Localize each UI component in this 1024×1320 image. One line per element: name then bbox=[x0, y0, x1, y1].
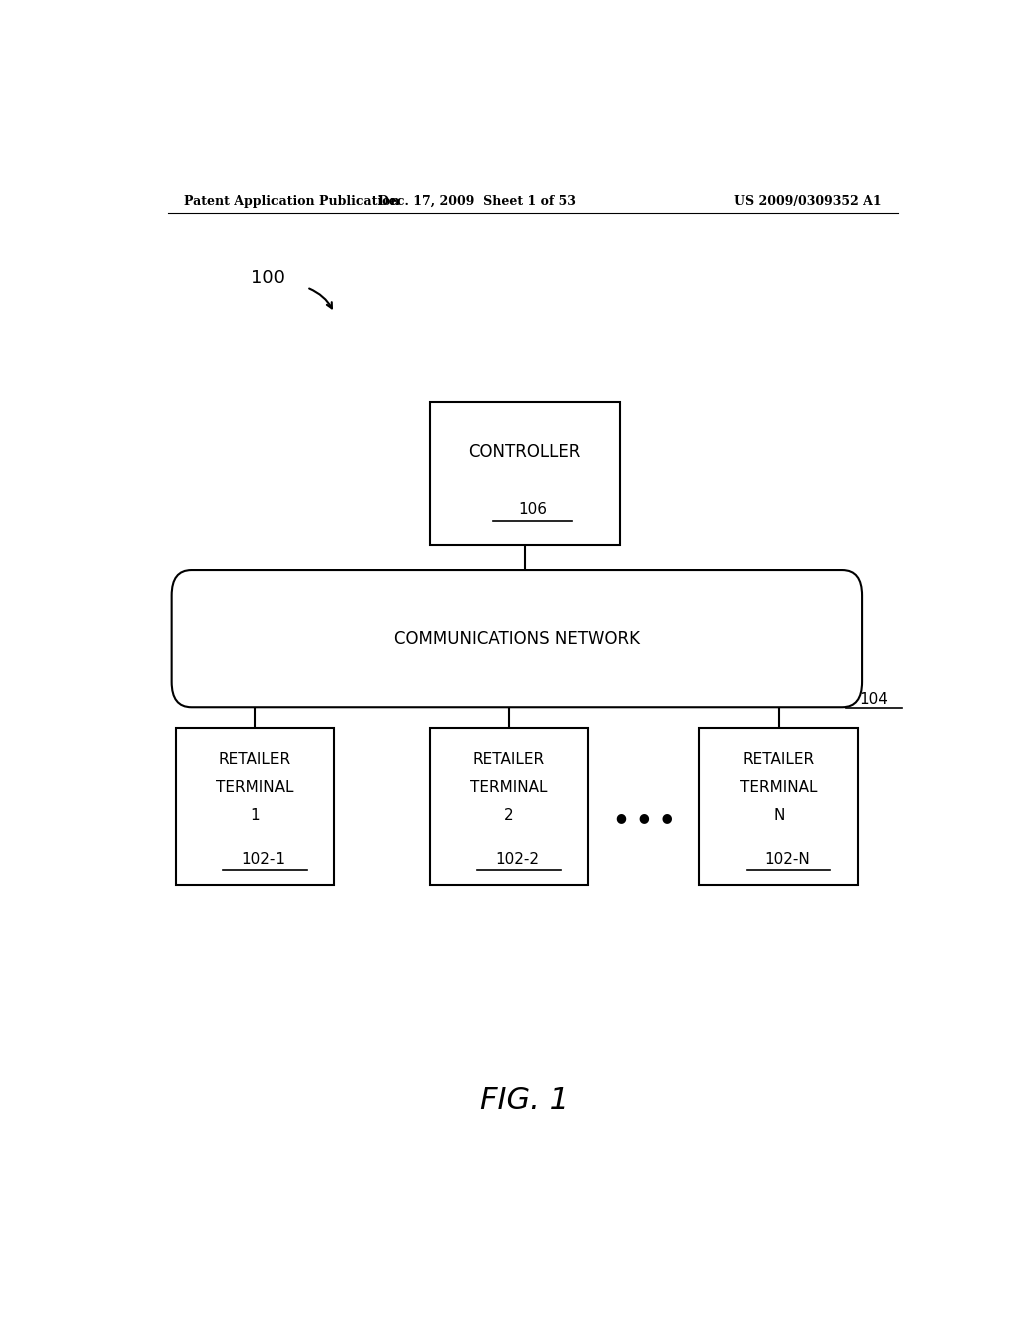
Text: 100: 100 bbox=[251, 269, 285, 288]
Text: 102-N: 102-N bbox=[764, 853, 810, 867]
Text: ●   ●   ●: ● ● ● bbox=[615, 810, 672, 824]
Text: FIG. 1: FIG. 1 bbox=[480, 1086, 569, 1115]
FancyBboxPatch shape bbox=[176, 727, 334, 886]
Text: RETAILER: RETAILER bbox=[473, 751, 545, 767]
Text: RETAILER: RETAILER bbox=[219, 751, 291, 767]
Text: 2: 2 bbox=[504, 808, 514, 824]
Text: Patent Application Publication: Patent Application Publication bbox=[183, 194, 399, 207]
Text: RETAILER: RETAILER bbox=[742, 751, 815, 767]
FancyBboxPatch shape bbox=[430, 727, 588, 886]
Text: TERMINAL: TERMINAL bbox=[470, 780, 548, 795]
FancyBboxPatch shape bbox=[172, 570, 862, 708]
Text: US 2009/0309352 A1: US 2009/0309352 A1 bbox=[734, 194, 882, 207]
Text: N: N bbox=[773, 808, 784, 824]
Text: Dec. 17, 2009  Sheet 1 of 53: Dec. 17, 2009 Sheet 1 of 53 bbox=[378, 194, 577, 207]
Text: 104: 104 bbox=[859, 692, 889, 706]
Text: CONTROLLER: CONTROLLER bbox=[469, 444, 581, 461]
Text: TERMINAL: TERMINAL bbox=[740, 780, 817, 795]
FancyBboxPatch shape bbox=[699, 727, 858, 886]
Text: 102-2: 102-2 bbox=[495, 853, 539, 867]
Text: TERMINAL: TERMINAL bbox=[216, 780, 294, 795]
Text: 106: 106 bbox=[518, 502, 547, 516]
FancyBboxPatch shape bbox=[430, 403, 620, 545]
Text: COMMUNICATIONS NETWORK: COMMUNICATIONS NETWORK bbox=[394, 630, 640, 648]
Text: 102-1: 102-1 bbox=[241, 853, 285, 867]
Text: 1: 1 bbox=[250, 808, 260, 824]
